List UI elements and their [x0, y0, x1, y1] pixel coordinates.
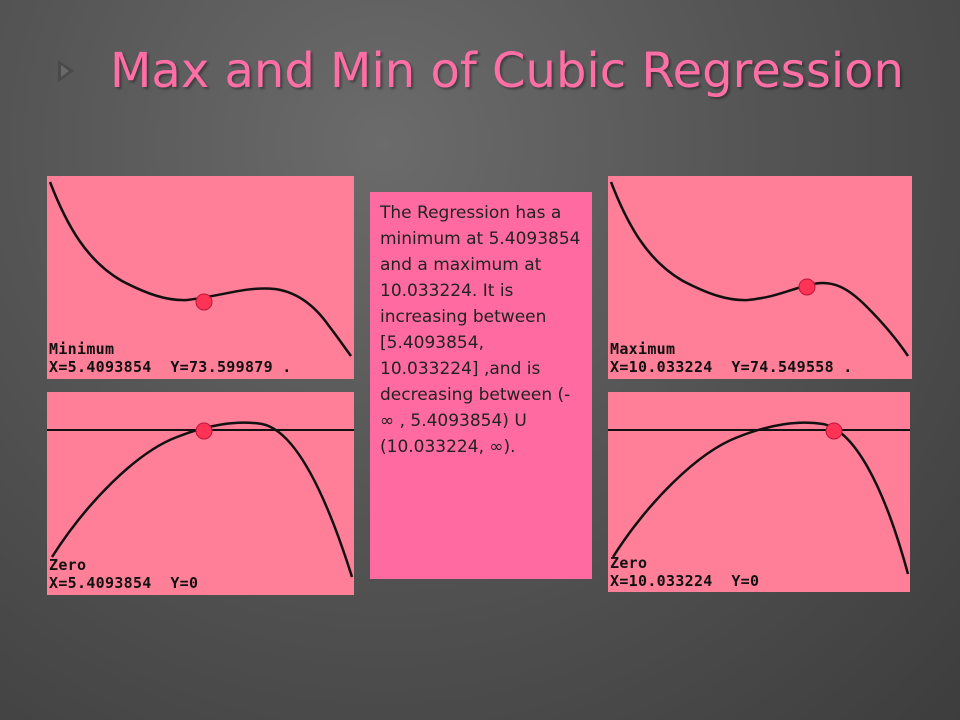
- derivative-graph-zero-right: [608, 421, 910, 575]
- curve: [611, 421, 910, 575]
- cubic-graph-minimum: [48, 181, 353, 357]
- x-readout: X=5.4093854: [49, 358, 152, 376]
- cubic-curve: [48, 181, 353, 357]
- title-bullet-arrow: [58, 60, 74, 82]
- explanation-textbox: The Regression has a minimum at 5.409385…: [370, 192, 592, 579]
- curve: [50, 421, 354, 578]
- screen-label: Zero: [610, 554, 648, 572]
- screen-label: Zero: [49, 556, 87, 574]
- calculator-screen-maximum: Maximum X=10.033224 Y=74.549558 .: [608, 176, 912, 379]
- screen-label: Maximum: [610, 340, 676, 358]
- y-readout: Y=74.549558: [731, 358, 834, 376]
- screen-label: Minimum: [49, 340, 115, 358]
- cubic-graph-maximum: [609, 181, 910, 357]
- trace-marker: [195, 422, 213, 440]
- y-readout: Y=0: [170, 574, 199, 592]
- cubic-curve: [609, 181, 910, 357]
- coordinate-readout: X=10.033224 Y=0: [610, 573, 759, 589]
- x-readout: X=5.4093854: [49, 574, 152, 592]
- x-readout: X=10.033224: [610, 358, 713, 376]
- coordinate-readout: X=5.4093854 Y=73.599879 .: [49, 359, 292, 375]
- coordinate-readout: X=5.4093854 Y=0: [49, 575, 198, 591]
- slide-title: Max and Min of Cubic Regression: [110, 43, 904, 99]
- y-readout: Y=0: [731, 572, 760, 590]
- readout-suffix: .: [282, 358, 292, 376]
- coordinate-readout: X=10.033224 Y=74.549558 .: [610, 359, 853, 375]
- calculator-screen-zero-left: Zero X=5.4093854 Y=0: [47, 392, 354, 595]
- y-readout: Y=73.599879: [170, 358, 273, 376]
- calculator-screen-minimum: Minimum X=5.4093854 Y=73.599879 .: [47, 176, 354, 379]
- x-readout: X=10.033224: [610, 572, 713, 590]
- trace-marker: [798, 278, 816, 296]
- trace-marker: [195, 293, 213, 311]
- trace-marker: [825, 422, 843, 440]
- derivative-graph-zero-left: [47, 421, 354, 578]
- calculator-screen-zero-right: Zero X=10.033224 Y=0: [608, 392, 910, 592]
- readout-suffix: .: [843, 358, 853, 376]
